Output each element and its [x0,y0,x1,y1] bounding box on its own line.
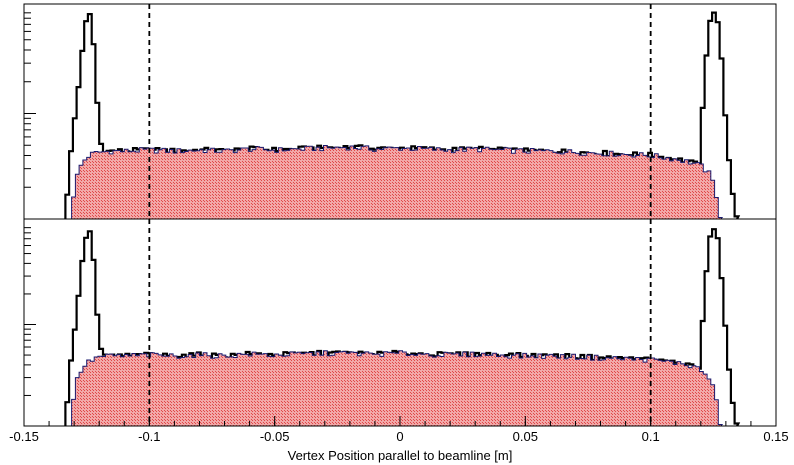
x-tick-label: -0.1 [138,429,160,444]
filled-histogram-bottom [71,350,724,427]
y-axis-ticks [24,227,36,427]
x-axis: -0.15 -0.1 -0.05 0 0.05 0.1 0.15 [9,416,789,444]
filled-histogram-top [71,145,724,220]
x-tick-label: -0.15 [9,429,39,444]
x-tick-label: 0 [396,429,403,444]
x-axis-title: Vertex Position parallel to beamline [m] [288,448,513,463]
x-tick-label: 0.05 [513,429,538,444]
x-tick-label: 0.15 [763,429,788,444]
x-tick-label: 0.1 [642,429,660,444]
bottom-panel [23,218,777,427]
x-tick-label: -0.05 [260,429,290,444]
panels-layer [23,3,777,427]
y-axis-ticks [24,12,36,220]
top-panel [23,3,777,220]
